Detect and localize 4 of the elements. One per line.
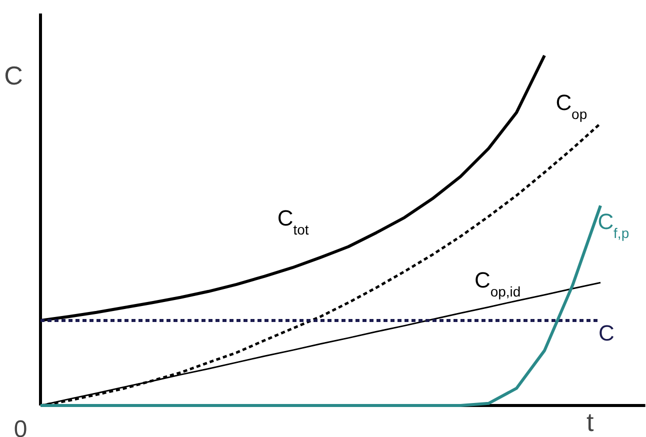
series-label: C — [598, 320, 615, 346]
text: 0 — [14, 416, 28, 437]
x-axis-title: t — [586, 407, 594, 437]
y-axis-title: C — [4, 60, 23, 90]
